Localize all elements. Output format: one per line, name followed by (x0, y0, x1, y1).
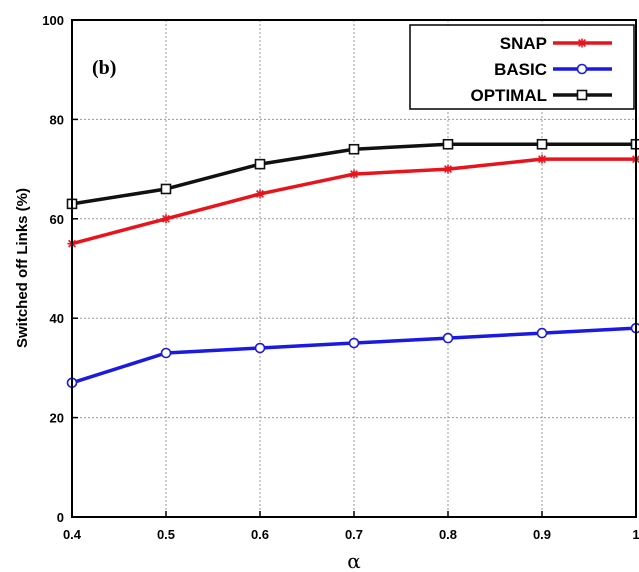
series-lines (66, 138, 639, 389)
data-point-optimal (442, 138, 454, 150)
legend-item-snap: SNAP (500, 34, 612, 53)
series-basic (66, 322, 639, 389)
x-tick-label: 0.5 (157, 527, 175, 542)
data-point-optimal (254, 158, 266, 170)
data-point-snap (537, 154, 547, 164)
data-point-optimal (536, 138, 548, 150)
y-tick-label: 60 (50, 212, 64, 227)
x-tick-label: 0.9 (533, 527, 551, 542)
x-tick-label: 1 (632, 527, 639, 542)
y-tick-label: 0 (57, 510, 64, 525)
data-point-snap (255, 189, 265, 199)
data-point-optimal (348, 143, 360, 155)
x-axis-label: α (347, 549, 361, 572)
panel-label: (b) (92, 57, 116, 79)
legend-marker-snap (577, 38, 587, 48)
legend-label-basic: BASIC (494, 60, 547, 79)
x-tick-label: 0.8 (439, 527, 457, 542)
axis-ticks: 0.4 0.5 0.6 0.7 0.8 0.9 1 0 20 40 60 80 100 (42, 13, 639, 542)
x-tick-label: 0.6 (251, 527, 269, 542)
data-point-optimal (160, 183, 172, 195)
data-point-basic (348, 337, 360, 349)
data-point-basic (442, 332, 454, 344)
series-snap (67, 154, 639, 249)
legend-item-optimal: OPTIMAL (471, 86, 612, 105)
data-point-basic (160, 347, 172, 359)
y-tick-label: 80 (50, 112, 64, 127)
y-tick-label: 100 (42, 13, 64, 28)
data-point-snap (349, 169, 359, 179)
legend-label-snap: SNAP (500, 34, 547, 53)
x-tick-label: 0.7 (345, 527, 363, 542)
y-tick-label: 20 (50, 411, 64, 426)
y-tick-label: 40 (50, 311, 64, 326)
data-point-basic (254, 342, 266, 354)
series-optimal (66, 138, 639, 210)
legend-marker-basic (576, 63, 588, 75)
y-axis-label: Switched off Links (%) (14, 188, 31, 348)
data-point-basic (536, 327, 548, 339)
data-point-snap (161, 214, 171, 224)
legend-label-optimal: OPTIMAL (471, 86, 548, 105)
legend-item-basic: BASIC (494, 60, 612, 79)
legend: SNAP BASIC OPTIMAL (409, 24, 635, 110)
legend-marker-optimal (576, 89, 588, 101)
data-point-snap (443, 164, 453, 174)
x-tick-label: 0.4 (63, 527, 82, 542)
